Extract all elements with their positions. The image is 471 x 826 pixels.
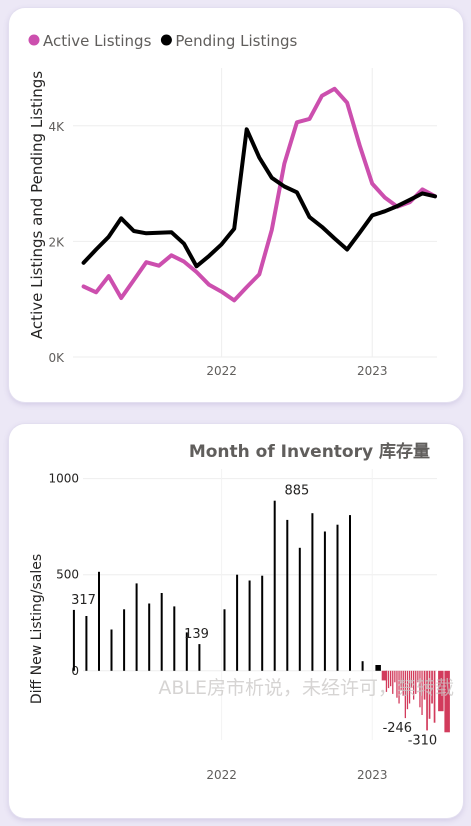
bar bbox=[415, 670, 417, 694]
bar bbox=[135, 583, 138, 671]
bar bbox=[160, 593, 163, 671]
listings-chart-card: Active Listings Pending Listings 0K 2K 4K 2… bbox=[9, 8, 463, 402]
bar bbox=[417, 670, 419, 683]
bar bbox=[375, 665, 381, 671]
y-tick-labels: 0 500 1000 bbox=[48, 472, 79, 678]
bar bbox=[261, 575, 264, 671]
bar bbox=[433, 670, 436, 723]
bar bbox=[236, 574, 239, 671]
data-labels: 317 139 885 -246-310 bbox=[71, 484, 437, 749]
bar bbox=[410, 670, 413, 689]
bar bbox=[381, 670, 388, 681]
bar bbox=[98, 571, 100, 671]
bar bbox=[223, 609, 226, 671]
x-tick-label: 2022 bbox=[206, 364, 237, 378]
inventory-chart-card: Month of Inventory 库存量 0 500 1000 2022 2023… bbox=[9, 424, 463, 818]
bar bbox=[428, 670, 431, 719]
y-tick-label: 0 bbox=[71, 664, 79, 678]
y-tick-label: 500 bbox=[56, 568, 79, 582]
data-label: 139 bbox=[184, 627, 209, 642]
y-tick-label: 0K bbox=[48, 351, 65, 365]
series-line-pending-listings bbox=[81, 127, 437, 269]
x-tick-label: 2023 bbox=[357, 364, 388, 378]
series-lines bbox=[81, 86, 437, 303]
listings-line-chart: Active Listings Pending Listings 0K 2K 4K 2… bbox=[28, 32, 437, 378]
bar bbox=[438, 670, 444, 712]
bar bbox=[198, 644, 201, 671]
bar bbox=[298, 547, 301, 671]
bar bbox=[148, 603, 151, 671]
legend-label-0: Active Listings bbox=[43, 32, 152, 50]
y-axis-title: Diff New Listing/sales bbox=[29, 554, 45, 704]
bar bbox=[431, 670, 433, 704]
legend-marker-0 bbox=[28, 34, 40, 46]
inventory-bar-chart: Month of Inventory 库存量 0 500 1000 2022 2023… bbox=[29, 441, 454, 782]
bar bbox=[394, 670, 396, 683]
bar bbox=[185, 632, 188, 671]
bar bbox=[349, 515, 351, 671]
bar bbox=[408, 670, 411, 704]
bar bbox=[426, 670, 428, 731]
bar bbox=[336, 524, 339, 671]
bar bbox=[387, 670, 390, 689]
bar bbox=[406, 670, 409, 710]
y-tick-labels: 0K 2K 4K bbox=[48, 120, 65, 365]
y-axis-title: Active Listings and Pending Listings bbox=[28, 71, 46, 339]
bar bbox=[248, 580, 251, 671]
y-tick-label: 2K bbox=[48, 235, 65, 249]
bar bbox=[323, 531, 326, 671]
bar bbox=[311, 513, 314, 671]
x-tick-labels: 2022 2023 bbox=[206, 364, 387, 378]
bar bbox=[72, 609, 75, 671]
bar bbox=[402, 670, 404, 696]
bar bbox=[423, 670, 426, 700]
data-label: -310 bbox=[408, 733, 438, 748]
bar bbox=[396, 670, 398, 698]
x-tick-labels: 2022 2023 bbox=[206, 768, 387, 782]
bar bbox=[390, 670, 392, 687]
bars bbox=[72, 500, 450, 733]
bar bbox=[85, 616, 88, 671]
bar bbox=[392, 670, 394, 694]
bar bbox=[398, 670, 400, 704]
y-tick-label: 1000 bbox=[48, 472, 79, 486]
x-tick-label: 2023 bbox=[357, 768, 388, 782]
bar bbox=[413, 670, 415, 700]
bar bbox=[110, 629, 113, 671]
gridlines bbox=[83, 469, 437, 740]
watermark: ABLE房市析说，未经许可，禁转载 bbox=[158, 677, 454, 699]
data-label: -246 bbox=[383, 721, 413, 736]
series-line-active-listings bbox=[81, 86, 437, 303]
bar bbox=[385, 670, 388, 692]
bar bbox=[421, 670, 423, 715]
bar bbox=[361, 661, 364, 671]
legend-label-1: Pending Listings bbox=[175, 32, 297, 50]
bar bbox=[419, 670, 421, 708]
bar bbox=[123, 609, 126, 671]
bar bbox=[444, 670, 450, 733]
bar bbox=[404, 670, 406, 719]
bar bbox=[273, 500, 276, 671]
bar bbox=[286, 519, 289, 671]
bar bbox=[173, 606, 176, 671]
legend-marker-1 bbox=[160, 34, 172, 46]
data-label: 317 bbox=[71, 593, 96, 608]
chart-title: Month of Inventory 库存量 bbox=[189, 441, 430, 462]
y-tick-label: 4K bbox=[48, 120, 65, 134]
gridlines bbox=[73, 68, 437, 358]
data-label: 885 bbox=[285, 484, 310, 499]
x-tick-label: 2022 bbox=[206, 768, 237, 782]
legend: Active Listings Pending Listings bbox=[28, 32, 298, 50]
bar bbox=[400, 670, 402, 690]
